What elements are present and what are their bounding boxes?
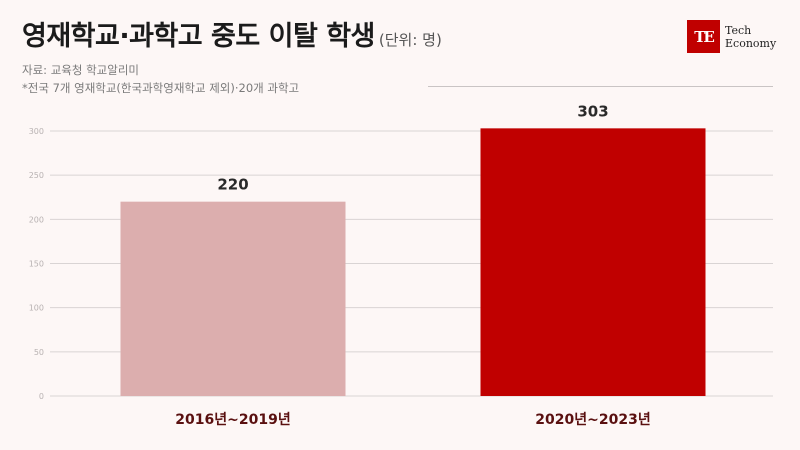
data-label: 220 [217,176,248,194]
bar [120,201,346,396]
unit-label: (단위: 명) [378,31,442,49]
y-tick-label: 100 [29,304,44,313]
logo-line-1: Tech [725,23,752,37]
footnote-text: *전국 7개 영재학교(한국과학영재학교 제외)·20개 과학고 [22,81,300,95]
y-tick-label: 50 [34,348,44,357]
y-tick-label: 250 [29,171,44,180]
source-text: 자료: 교육청 학교알리미 [22,63,139,77]
brand-logo: TE Tech Economy [687,20,776,53]
divider [428,86,773,87]
logo-text: Tech Economy [725,24,776,50]
y-tick-label: 150 [29,260,44,269]
x-tick-label: 2016년~2019년 [175,412,290,428]
x-tick-label: 2020년~2023년 [535,412,650,428]
y-tick-label: 0 [39,392,44,401]
title-text: 영재학교·과학고 중도 이탈 학생 [22,21,375,52]
bar [480,128,706,396]
data-label: 303 [577,102,608,120]
logo-line-2: Economy [725,36,777,50]
y-tick-label: 200 [29,215,44,224]
page-title: 영재학교·과학고 중도 이탈 학생 (단위: 명) [22,14,442,53]
y-tick-label: 300 [29,127,44,136]
logo-mark-icon: TE [687,20,720,53]
